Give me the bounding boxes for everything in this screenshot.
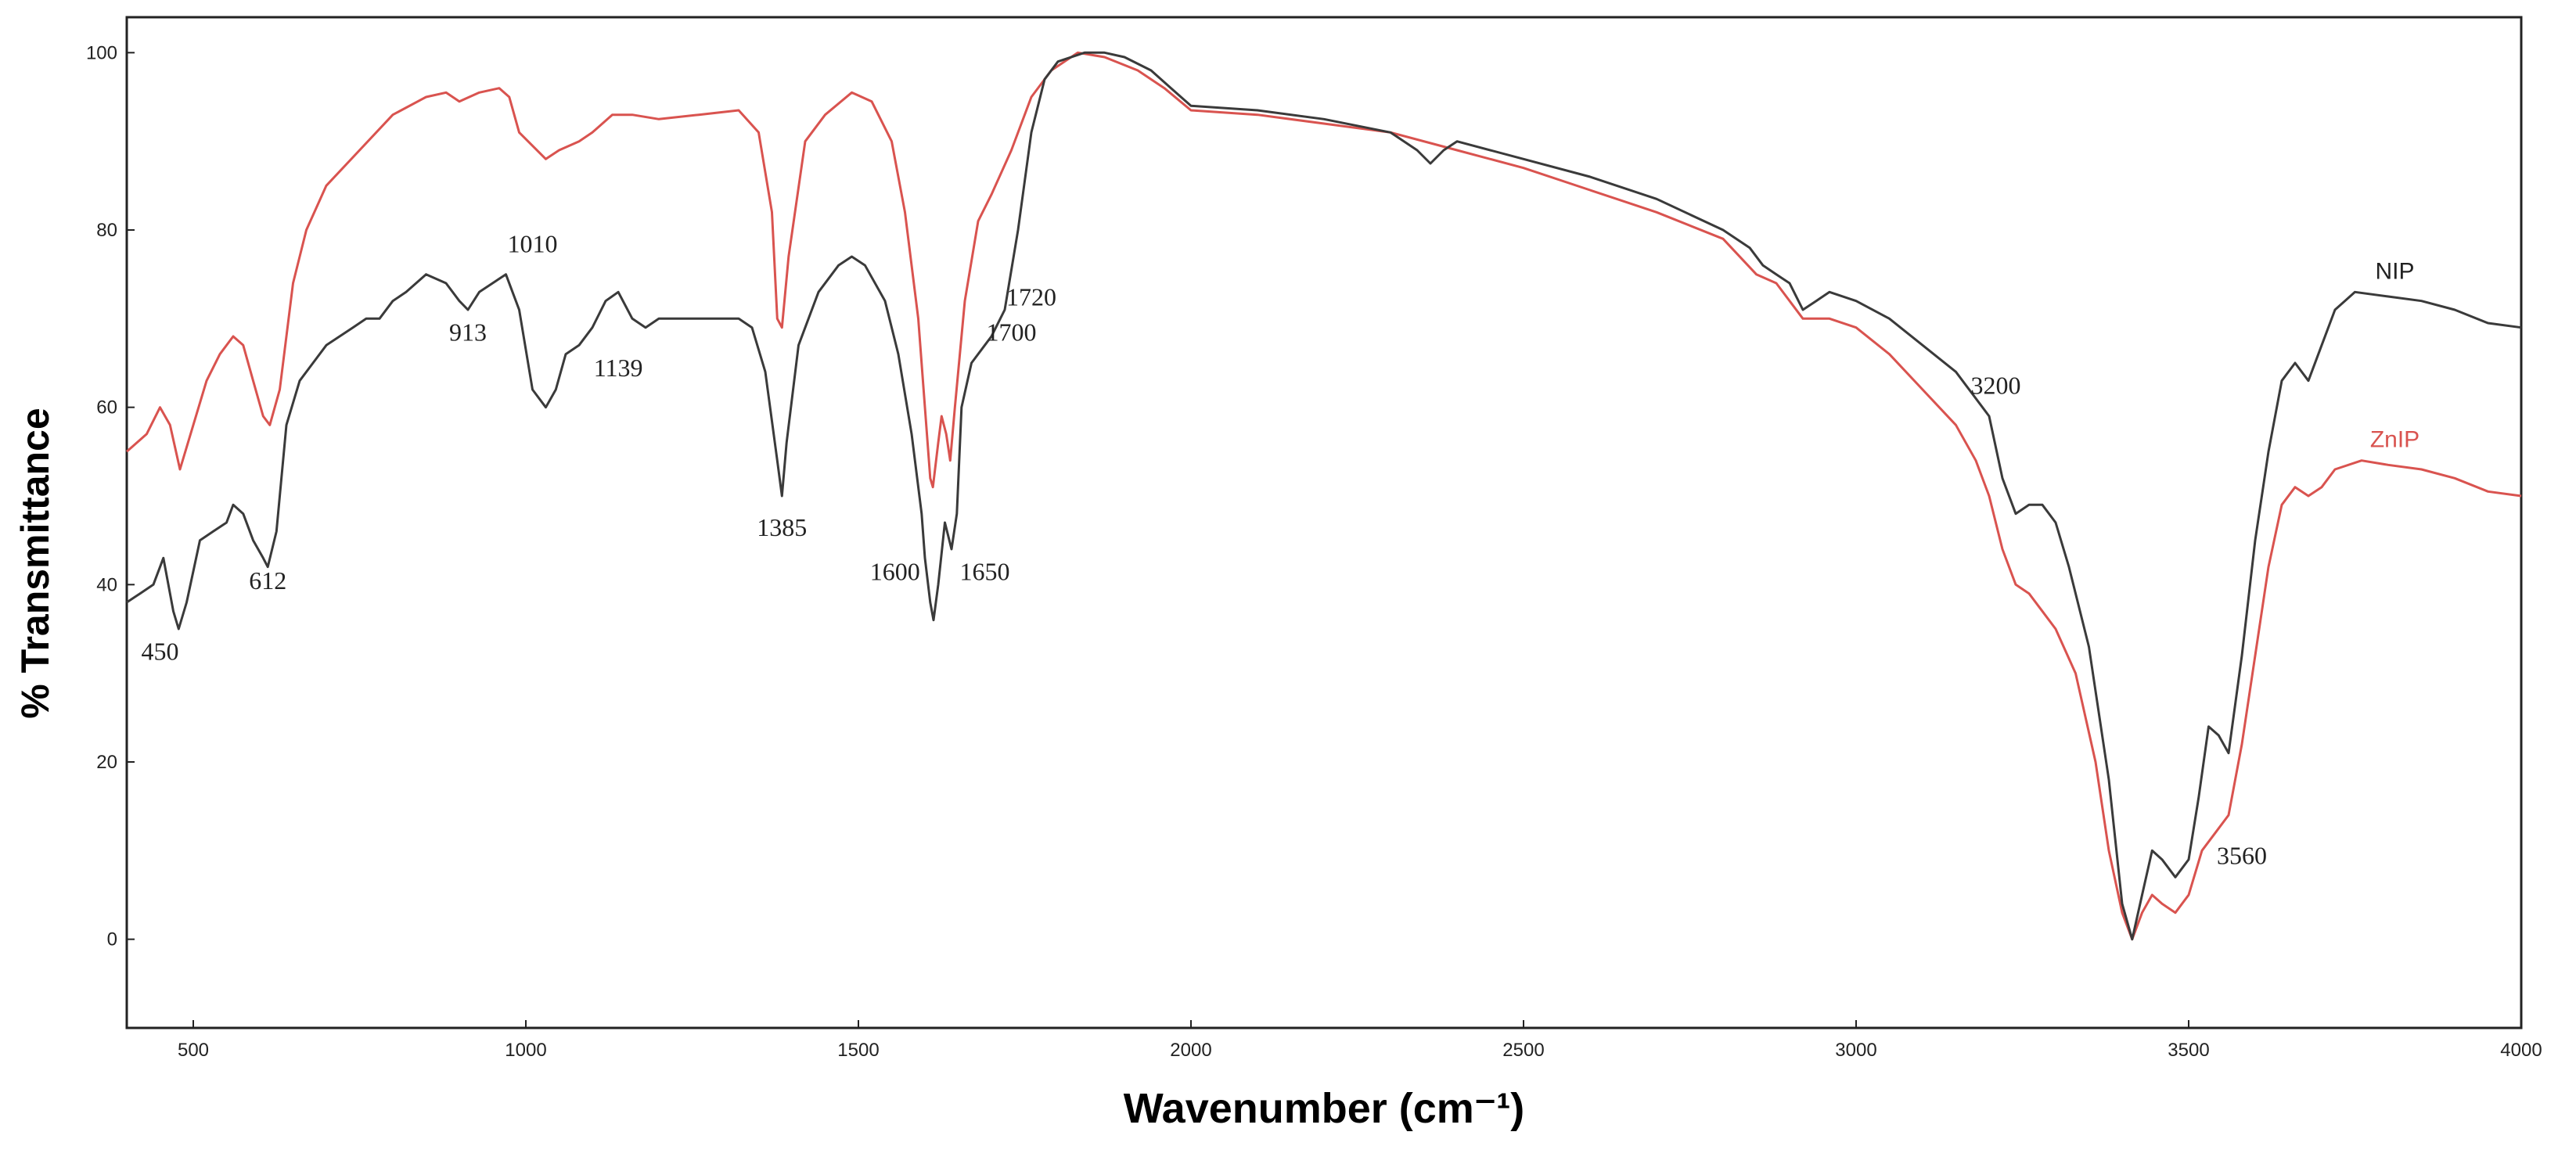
- y-tick-label: 20: [96, 752, 117, 773]
- series-layer: [126, 51, 2522, 941]
- peak-label: 612: [249, 566, 286, 595]
- x-tick-label: 2500: [1502, 1040, 1544, 1061]
- peak-label: 1139: [594, 354, 643, 382]
- y-tick-label: 40: [96, 574, 117, 595]
- peak-label: 1720: [1006, 282, 1056, 311]
- peak-annotations: 450 612 913 1010 1139 1385 1600 1650 1700 1720 320…: [142, 229, 2268, 869]
- y-tick-label: 60: [96, 397, 117, 419]
- x-tick-label: 3500: [2168, 1040, 2209, 1061]
- peak-label: 450: [142, 638, 179, 666]
- peak-label: 1600: [870, 558, 920, 586]
- peak-label: 913: [449, 318, 487, 347]
- peak-label: 1010: [508, 229, 558, 257]
- series-line-nip: [126, 51, 2522, 941]
- y-tick-label: 80: [96, 220, 117, 241]
- x-tick-label: 1500: [837, 1040, 879, 1061]
- peak-label: 3200: [1971, 372, 2021, 400]
- series-line-znip: [126, 51, 2522, 941]
- x-tick-label: 3000: [1835, 1040, 1876, 1061]
- plot-frame: [125, 16, 2523, 1029]
- x-tick-label: 4000: [2500, 1040, 2542, 1061]
- peak-label: 1650: [960, 558, 1010, 586]
- x-tick-label: 2000: [1170, 1040, 1211, 1061]
- x-tick-label: 500: [178, 1040, 209, 1061]
- x-axis-ticks: 500 1000 1500 2000 2500 3000 3500 4000: [178, 1020, 2542, 1061]
- y-axis-ticks: 0 20 40 60 80 100: [86, 42, 135, 950]
- x-tick-label: 1000: [505, 1040, 546, 1061]
- y-tick-label: 100: [86, 42, 117, 63]
- peak-label: 3560: [2217, 841, 2267, 869]
- x-axis-title: Wavenumber (cm⁻¹): [1124, 1085, 1525, 1132]
- legend-label-nip: NIP: [2375, 258, 2414, 284]
- peak-label: 1385: [757, 513, 807, 541]
- y-axis-title: % Transmittance: [13, 408, 57, 718]
- series-labels: NIP ZnIP: [2370, 258, 2419, 452]
- peak-label: 1700: [987, 318, 1037, 347]
- legend-label-znip: ZnIP: [2370, 427, 2419, 453]
- y-tick-label: 0: [107, 929, 117, 950]
